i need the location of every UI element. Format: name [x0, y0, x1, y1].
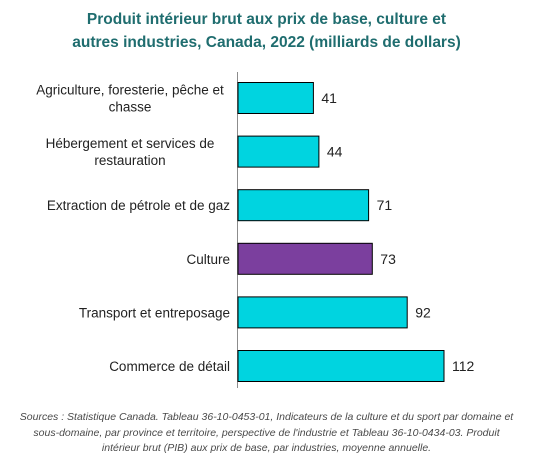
value-label-0: 41	[321, 90, 337, 106]
category-label-4-line-0: Transport et entreposage	[79, 305, 230, 320]
value-label-1: 44	[327, 144, 343, 160]
category-label-5: Commerce de détail	[109, 359, 230, 374]
value-label-4: 92	[415, 304, 431, 320]
value-label-3: 73	[380, 251, 396, 267]
bar-4	[237, 296, 408, 329]
chart-title-line-1: Produit intérieur brut aux prix de base,…	[86, 11, 447, 28]
category-label-2: Extraction de pétrole et de gaz	[47, 198, 230, 213]
chart-title: Produit intérieur brut aux prix de base,…	[0, 8, 533, 54]
category-label-1-line-0: Hébergement et services de	[46, 136, 215, 151]
bar-5	[237, 350, 445, 382]
category-label-1-line-1: restauration	[94, 153, 165, 168]
category-label-5-line-0: Commerce de détail	[109, 359, 230, 374]
category-label-4: Transport et entreposage	[79, 305, 230, 320]
category-label-1: Hébergement et services de restauration	[46, 136, 215, 168]
category-label-0-line-1: chasse	[109, 100, 152, 115]
bars-layer: 41 Agriculture, foresterie, pêche et chass…	[36, 82, 475, 382]
bar-3	[237, 242, 373, 275]
category-label-3-line-0: Culture	[186, 252, 230, 267]
bar-1	[237, 135, 320, 168]
category-label-2-line-0: Extraction de pétrole et de gaz	[47, 198, 230, 213]
value-label-2: 71	[377, 197, 393, 213]
source-note: Sources : Statistique Canada. Tableau 36…	[19, 411, 514, 454]
category-label-3: Culture	[186, 252, 230, 267]
category-label-0: Agriculture, foresterie, pêche et chasse	[36, 83, 224, 115]
bar-chart: 41 Agriculture, foresterie, pêche et chass…	[36, 72, 475, 388]
bar-0	[237, 82, 314, 114]
value-label-5: 112	[452, 358, 475, 374]
bar-2	[237, 189, 370, 222]
category-label-0-line-0: Agriculture, foresterie, pêche et	[36, 83, 224, 98]
chart-title-line-2: autres industries, Canada, 2022 (milliar…	[72, 34, 461, 51]
